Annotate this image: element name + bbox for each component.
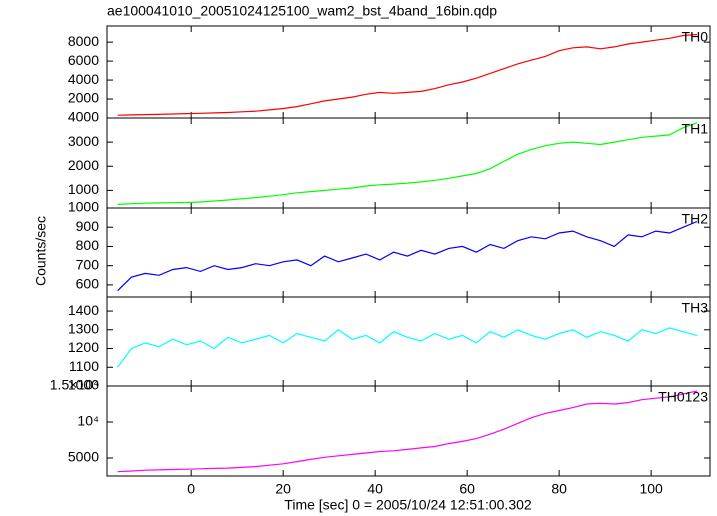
y-tick-label: 700	[76, 256, 100, 272]
panel-label: TH1	[682, 121, 709, 137]
y-tick-label: 10⁴	[77, 413, 99, 429]
series-line	[117, 33, 698, 116]
panel-label: TH2	[682, 211, 709, 227]
series-line	[117, 220, 698, 292]
panel-frame	[106, 207, 711, 298]
panel-frame	[106, 25, 711, 119]
y-tick-label: 1300	[68, 320, 99, 336]
y-tick-label: 6000	[68, 52, 99, 68]
y-tick-label: 800	[76, 237, 100, 253]
y-tick-label: 4000	[68, 109, 99, 125]
panel-label: TH3	[682, 300, 709, 316]
y-tick-label: 2000	[68, 157, 99, 173]
x-tick-label: 40	[367, 481, 383, 497]
panel-frame	[106, 385, 711, 477]
series-line	[117, 327, 698, 368]
y-tick-label: 5000	[68, 449, 99, 465]
y-tick-label: 1000	[68, 199, 99, 215]
x-tick-label: 60	[459, 481, 475, 497]
y-axis-label: Counts/sec	[33, 216, 49, 286]
y-tick-label: 2000	[68, 90, 99, 106]
panel-frame	[106, 117, 711, 209]
x-tick-label: 80	[551, 481, 567, 497]
panel-label: TH0123	[658, 389, 708, 405]
y-tick-label: 1100	[69, 358, 99, 374]
chart-title: ae100041010_20051024125100_wam2_bst_4ban…	[107, 3, 497, 19]
y-tick-label: 3000	[68, 133, 99, 149]
panel-label: TH0	[682, 29, 709, 45]
y-tick-label: 600	[76, 276, 100, 292]
x-axis-label: Time [sec] 0 = 2005/10/24 12:51:00.302	[284, 497, 532, 513]
y-tick-label: 8000	[68, 33, 99, 49]
x-tick-label: 0	[187, 481, 195, 497]
y-tick-label: 1200	[68, 339, 99, 355]
y-tick-label: 4000	[68, 71, 99, 87]
series-line	[117, 390, 698, 473]
y-tick-label: 1000	[68, 181, 99, 197]
x-tick-label: 20	[275, 481, 291, 497]
x-tick-label: 100	[639, 481, 663, 497]
y-tick-label: 900	[76, 218, 100, 234]
y-tick-label: 1000	[68, 377, 99, 393]
y-tick-label: 1400	[68, 302, 99, 318]
series-line	[117, 122, 698, 205]
y-tick-label: 1.5×10⁴	[50, 377, 99, 393]
